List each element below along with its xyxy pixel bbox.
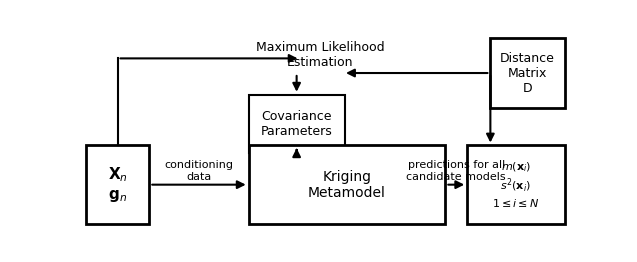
Bar <box>86 145 149 224</box>
Bar <box>248 95 345 153</box>
Text: predictions for all
candidate models: predictions for all candidate models <box>406 160 506 182</box>
Text: Distance
Matrix
D: Distance Matrix D <box>500 52 555 95</box>
Text: Maximum Likelihood
Estimation: Maximum Likelihood Estimation <box>255 41 384 69</box>
Text: $\mathbf{X}_n$
$\mathbf{g}_n$: $\mathbf{X}_n$ $\mathbf{g}_n$ <box>108 166 127 204</box>
Bar <box>490 38 565 108</box>
Text: $m(\mathbf{x}_i)$
$s^2(\mathbf{x}_i)$
$1 \leq i \leq N$: $m(\mathbf{x}_i)$ $s^2(\mathbf{x}_i)$ $1… <box>492 160 540 209</box>
Text: Covariance
Parameters: Covariance Parameters <box>261 110 333 138</box>
Text: Kriging
Metamodel: Kriging Metamodel <box>308 170 386 200</box>
Text: conditioning
data: conditioning data <box>164 160 234 182</box>
Bar <box>248 145 445 224</box>
Bar <box>467 145 565 224</box>
